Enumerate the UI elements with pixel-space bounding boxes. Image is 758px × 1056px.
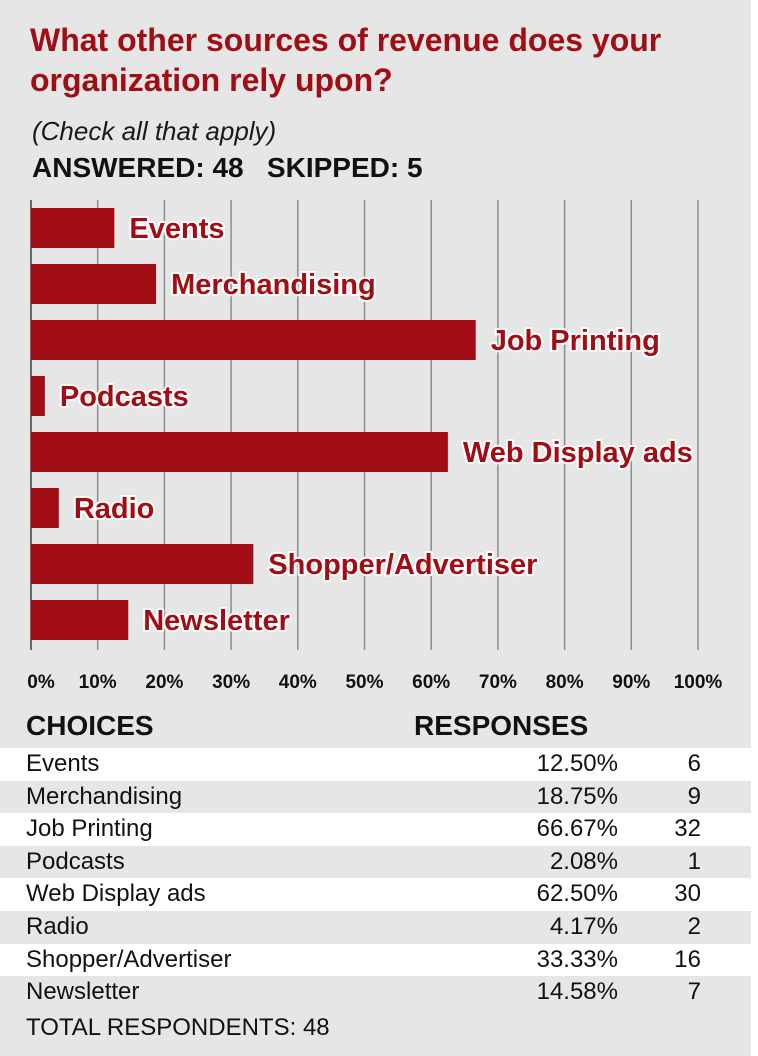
percent-cell: 2.08% [549,847,618,875]
bar-label: Job Printing [491,325,660,357]
bar-label: Podcasts [60,381,189,413]
bar [31,488,59,528]
x-tick-label: 80% [546,672,584,693]
percent-cell: 62.50% [536,880,618,908]
total-respondents: TOTAL RESPONDENTS: 48 [26,1014,330,1041]
bar-label: Newsletter [143,605,290,637]
table-row: Merchandising 18.75% 9 [0,780,751,814]
table-row: Newsletter 14.58% 7 [0,976,751,1009]
bar [31,320,476,360]
percent-cell: 18.75% [536,782,618,810]
table-row: Radio 4.17% 2 [0,910,751,944]
x-tick-label: 40% [279,672,317,693]
x-tick-label: 60% [412,672,450,693]
count-cell: 30 [674,880,701,908]
responses-table: Events 12.50% 6 Merchandising 18.75% 9 Job Pri… [0,748,751,1009]
bar [31,544,254,584]
choice-cell: Web Display ads [26,880,206,908]
bar-chart: 0% 10% 20% 30% 40% 50% 60% 70% 80% 90% 100% Events M… [27,200,723,693]
choice-cell: Shopper/Advertiser [26,945,232,973]
count-cell: 1 [687,847,701,875]
choice-cell: Merchandising [26,782,183,810]
x-tick-label: 50% [345,672,383,693]
bar-label: Events [129,213,224,245]
table-row: Events 12.50% 6 [0,748,751,781]
count-cell: 16 [674,945,701,973]
responses-header: RESPONSES [414,710,589,741]
count-cell: 2 [687,912,701,940]
choice-cell: Podcasts [26,847,125,875]
choice-cell: Radio [26,912,89,940]
table-row: Shopper/Advertiser 33.33% 16 [0,943,751,977]
x-tick-label: 30% [212,672,250,693]
bar-label: Shopper/Advertiser [268,549,537,581]
x-tick-label: 100% [674,672,723,693]
x-tick-label: 20% [145,672,183,693]
count-cell: 32 [674,815,701,843]
chart-subtitle: (Check all that apply) [32,116,277,146]
bar-label: Radio [74,493,155,525]
choice-cell: Newsletter [26,978,140,1006]
table-row: Podcasts 2.08% 1 [0,845,751,879]
bar [31,208,115,248]
percent-cell: 66.67% [536,815,618,843]
bar [31,376,45,416]
percent-cell: 14.58% [536,978,618,1006]
choice-cell: Events [26,750,100,777]
x-tick-label: 0% [27,672,55,693]
x-tick-label: 10% [79,672,117,693]
bar [31,264,157,304]
percent-cell: 12.50% [536,750,618,777]
bar-label: Web Display ads [463,437,693,469]
answered-skipped-counts: ANSWERED: 48 SKIPPED: 5 [32,152,423,183]
bar [31,600,129,640]
x-tick-label: 90% [612,672,650,693]
table-row: Job Printing 66.67% 32 [0,813,751,846]
chart-title: What other sources of revenue does your … [30,22,662,98]
x-tick-label: 70% [479,672,517,693]
choice-cell: Job Printing [26,815,153,843]
bar [31,432,448,472]
bar-label: Merchandising [171,269,376,301]
percent-cell: 33.33% [536,945,618,973]
choices-header: CHOICES [26,710,154,741]
percent-cell: 4.17% [549,912,618,940]
count-cell: 6 [687,750,701,777]
table-row: Web Display ads 62.50% 30 [0,878,751,911]
count-cell: 7 [687,978,701,1006]
count-cell: 9 [687,782,701,810]
